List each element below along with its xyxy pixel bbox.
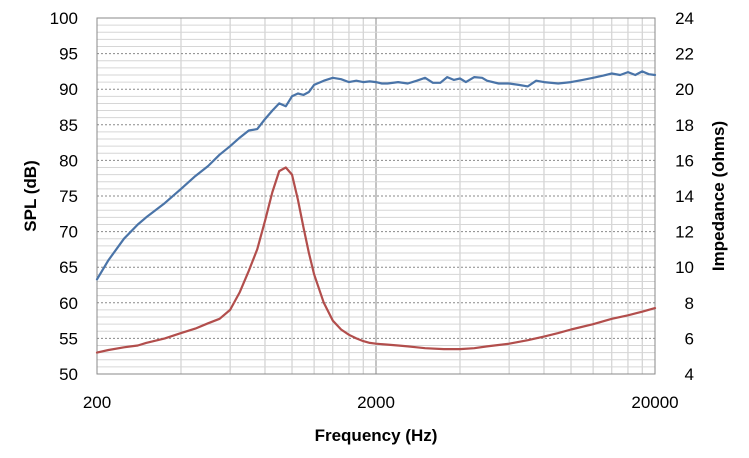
spl-series-line — [95, 70, 657, 281]
plot-frame — [96, 17, 656, 375]
y-right-tick-label: 4 — [685, 365, 694, 384]
x-tick-label: 200 — [83, 393, 111, 412]
x-tick-label: 2000 — [357, 393, 395, 412]
y-left-tick-label: 55 — [59, 329, 78, 348]
x-tick-label: 20000 — [631, 393, 678, 412]
y-left-tick-label: 90 — [59, 80, 78, 99]
y-right-tick-label: 16 — [675, 151, 694, 170]
series-layer — [95, 70, 657, 354]
y-right-tick-label: 8 — [685, 294, 694, 313]
y-left-tick-label: 95 — [59, 45, 78, 64]
y-right-tick-label: 10 — [675, 258, 694, 277]
y-left-tick-label: 65 — [59, 258, 78, 277]
y-left-tick-label: 80 — [59, 151, 78, 170]
impedance-series-line — [95, 166, 657, 354]
y-right-tick-label: 24 — [675, 9, 694, 28]
y-left-tick-label: 60 — [59, 294, 78, 313]
y-right-tick-label: 22 — [675, 45, 694, 64]
y-left-tick-label: 100 — [50, 9, 78, 28]
y-left-tick-label: 50 — [59, 365, 78, 384]
y-right-tick-label: 18 — [675, 116, 694, 135]
y-right-tick-label: 14 — [675, 187, 694, 206]
y-left-tick-label: 70 — [59, 223, 78, 242]
x-axis-title: Frequency (Hz) — [315, 426, 438, 445]
y-right-tick-label: 20 — [675, 80, 694, 99]
tick-labels: 50 55 60 65 70 75 80 85 90 95 100 4 6 8 10 12 14 16 18 20 22… — [50, 9, 694, 412]
y-axis-left-title: SPL (dB) — [21, 160, 40, 231]
y-axis-right-title: Impedance (ohms) — [709, 121, 728, 271]
grid — [97, 18, 655, 374]
y-left-tick-label: 75 — [59, 187, 78, 206]
y-right-tick-label: 12 — [675, 223, 694, 242]
y-right-tick-label: 6 — [685, 329, 694, 348]
y-left-tick-label: 85 — [59, 116, 78, 135]
